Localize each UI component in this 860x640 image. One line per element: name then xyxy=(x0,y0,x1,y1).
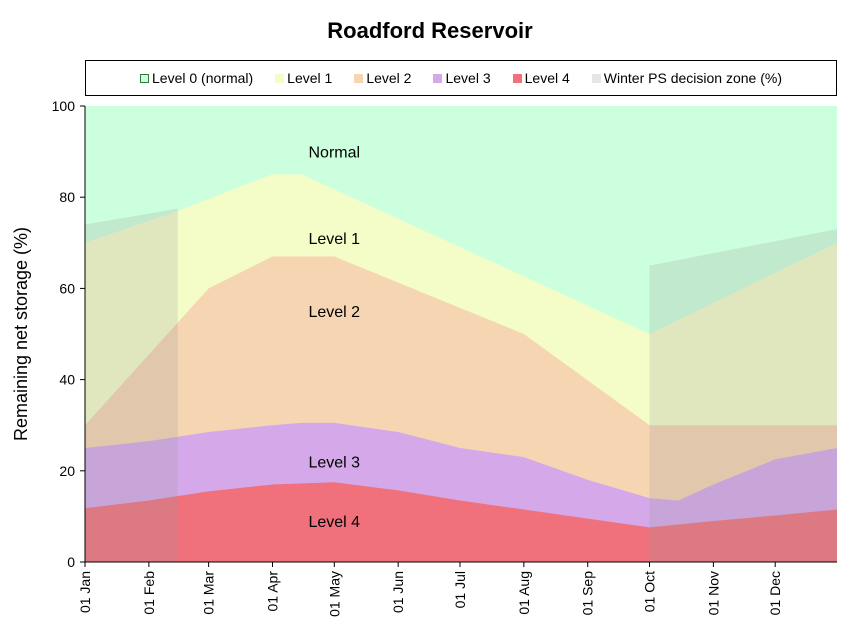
legend-label: Level 4 xyxy=(524,70,570,86)
x-tick-label: 01 Jan xyxy=(77,571,93,613)
y-tick-label: 60 xyxy=(59,280,75,296)
legend-swatch xyxy=(140,73,150,83)
x-tick-label: 01 Oct xyxy=(642,571,658,612)
y-tick-label: 20 xyxy=(59,463,75,479)
chart-title: Roadford Reservoir xyxy=(327,18,533,43)
band-label-level-4: Level 4 xyxy=(308,514,360,531)
legend-swatch xyxy=(433,73,443,83)
x-tick-label: 01 Jul xyxy=(452,571,468,608)
x-tick-label: 01 Dec xyxy=(767,571,783,615)
area-level-4 xyxy=(85,482,837,562)
y-tick-label: 0 xyxy=(67,554,75,570)
band-label-level-2: Level 2 xyxy=(308,304,360,321)
legend-item-winter-ps-decision-zone: Winter PS decision zone (%) xyxy=(591,70,782,86)
legend-swatch xyxy=(275,73,285,83)
legend-swatch xyxy=(512,73,522,83)
y-tick-label: 40 xyxy=(59,372,75,388)
decision-zone-area-1 xyxy=(85,208,178,562)
legend-label: Level 1 xyxy=(287,70,333,86)
x-tick-label: 01 Feb xyxy=(141,571,157,615)
x-tick-label: 01 Mar xyxy=(201,571,217,615)
legend-item-level-3: Level 3 xyxy=(433,70,491,86)
x-tick-label: 01 Nov xyxy=(705,571,721,615)
legend-item-level-0-normal: Level 0 (normal) xyxy=(140,70,253,86)
legend-label: Level 3 xyxy=(445,70,491,86)
legend-label: Level 2 xyxy=(366,70,412,86)
band-label-level-1: Level 1 xyxy=(308,231,360,248)
x-tick-label: 01 May xyxy=(326,571,342,617)
decision-zone-area-2 xyxy=(649,229,837,562)
x-tick-label: 01 Jun xyxy=(390,571,406,613)
y-tick-label: 80 xyxy=(59,189,75,205)
x-tick-label: 01 Sep xyxy=(580,571,596,616)
legend-swatch xyxy=(591,73,601,83)
y-tick-label: 100 xyxy=(52,98,76,114)
legend-swatch xyxy=(354,73,364,83)
band-label-normal: Normal xyxy=(309,145,361,162)
legend-item-level-2: Level 2 xyxy=(354,70,411,86)
x-tick-label: 01 Aug xyxy=(516,571,532,615)
chart-legend: Level 0 (normal) Level 1 Level 2 Level 3 Lev… xyxy=(85,60,837,96)
legend-label: Level 0 (normal) xyxy=(152,70,254,86)
x-tick-label: 01 Apr xyxy=(264,571,280,612)
y-axis-title: Remaining net storage (%) xyxy=(11,227,31,441)
legend-label: Winter PS decision zone (%) xyxy=(603,70,782,86)
legend-item-level-4: Level 4 xyxy=(512,70,570,86)
legend-item-level-1: Level 1 xyxy=(275,70,332,86)
band-label-level-3: Level 3 xyxy=(308,455,360,472)
